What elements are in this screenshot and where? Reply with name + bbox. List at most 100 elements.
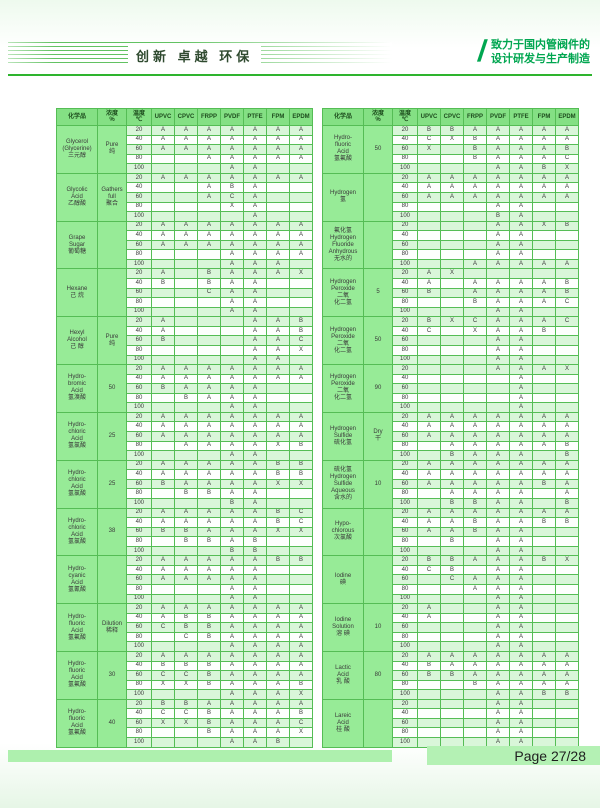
table-row: Hydro- cyanic Acid 氢氰酸 20 A A A A A B B — [56, 555, 313, 605]
chemical-name-cell: Hexyl Alcohol 己 醇 — [56, 316, 98, 366]
temperature-cell: 80 — [392, 631, 418, 643]
tagline-line1: 致力于国内管阀件的 — [491, 39, 590, 51]
rating-cell — [289, 354, 313, 366]
rating-cell: A — [440, 469, 464, 480]
rating-cell: B — [555, 497, 579, 509]
rating-cell: A — [220, 421, 244, 432]
table-row: Hydrogen Peroxide 二氧 化二氢 50 20 B X C A A A C — [322, 316, 579, 366]
rating-cell: A — [220, 450, 244, 461]
rating-cell: A — [266, 421, 290, 432]
temperature-cell: 60 — [392, 717, 418, 729]
rating-cell — [417, 153, 441, 165]
rating-cell — [174, 249, 198, 260]
rating-cell: A — [486, 574, 510, 585]
rating-cell: A — [151, 517, 175, 528]
rating-cell — [417, 488, 441, 499]
rating-cell — [532, 708, 556, 719]
rating-cell: A — [509, 584, 533, 595]
temperature-cell: 100 — [126, 593, 152, 605]
rating-cell: A — [220, 153, 244, 165]
concentration-cell — [97, 555, 127, 605]
rating-cell: A — [174, 440, 198, 452]
table-row: Iodine Solution 溶 碘 10 20 A A A — [322, 603, 579, 652]
rating-cell: B — [220, 497, 244, 509]
temperature-cell: 80 — [392, 584, 418, 595]
temperature-cell: 60 — [126, 574, 152, 585]
rating-cell: C — [289, 517, 313, 528]
rating-cell — [417, 211, 441, 222]
rating-cell — [151, 182, 175, 193]
rating-cell: A — [417, 478, 441, 490]
rating-cell: A — [509, 698, 533, 710]
rating-cell: A — [266, 431, 290, 442]
rating-cell: A — [243, 335, 267, 346]
rating-cell: A — [174, 555, 198, 566]
temperature-cell: 20 — [126, 650, 152, 662]
rating-cell: A — [509, 622, 533, 633]
table-row: 80 A A A A — [57, 249, 313, 260]
rating-cell: A — [266, 660, 290, 672]
rating-cell: A — [220, 631, 244, 643]
temperature-cell: 20 — [392, 698, 418, 710]
table-row: 100 A A — [57, 306, 313, 318]
rating-cell — [555, 717, 579, 729]
rating-cell — [532, 344, 556, 356]
rating-cell: A — [243, 182, 267, 193]
rating-cell: A — [463, 450, 487, 461]
rating-cell — [266, 488, 290, 499]
rating-cell — [463, 698, 487, 710]
temperature-cell: 40 — [392, 325, 418, 337]
temperature-cell: 80 — [126, 488, 152, 499]
column-header: EPDM — [555, 108, 579, 126]
temperature-cell: 40 — [392, 278, 418, 289]
table-row: 40 A A A B — [57, 325, 313, 337]
temperature-cell: 100 — [392, 402, 418, 413]
rating-cell: A — [509, 364, 533, 375]
rating-cell — [220, 354, 244, 366]
chemical-name-cell: Hydro- cyanic Acid 氢氰酸 — [56, 555, 98, 605]
table-row: 60 A A — [323, 239, 579, 251]
rating-cell: A — [289, 144, 313, 155]
temperature-cell: 20 — [126, 125, 152, 136]
rating-cell: A — [289, 230, 313, 241]
table-row: 80 C B A A A A — [57, 631, 313, 643]
table-row: Hydro- chloric Acid 氢氯酸 25 20 A A A A A A A — [56, 411, 313, 461]
rating-cell — [197, 249, 221, 260]
rating-cell: A — [486, 191, 510, 203]
rating-cell: A — [243, 373, 267, 385]
rating-cell: A — [555, 478, 579, 490]
rating-cell: A — [243, 517, 267, 528]
rating-cell — [463, 727, 487, 738]
table-row: 60 A A A A A B A — [323, 478, 579, 490]
rating-cell: B — [440, 670, 464, 681]
rating-cell — [266, 584, 290, 595]
rating-cell: A — [463, 421, 487, 432]
rating-cell: A — [289, 134, 313, 146]
rating-cell — [440, 593, 464, 605]
temperature-cell: 60 — [126, 287, 152, 299]
rating-cell: A — [486, 239, 510, 251]
rating-cell — [417, 574, 441, 585]
rating-cell — [555, 526, 579, 538]
rating-cell: A — [243, 258, 267, 270]
temperature-cell: 20 — [126, 459, 152, 471]
rating-cell: B — [197, 727, 221, 738]
rating-cell — [174, 402, 198, 413]
rating-cell: A — [174, 230, 198, 241]
column-header: CPVC — [174, 108, 198, 126]
table-row: 硫化氢 Hydrogen Sulfide Aqueous 含水的 10 20 A A A A… — [322, 459, 579, 509]
chemical-name-cell: Hydro- bromic Acid 氢溴酸 — [56, 364, 98, 413]
rating-cell — [440, 297, 464, 308]
rating-cell — [151, 297, 175, 308]
chemical-name-cell: Hydrogen Peroxide 二氧 化二氢 — [322, 316, 364, 366]
rating-cell: X — [289, 526, 313, 538]
rating-cell: A — [486, 440, 510, 452]
rating-cell: A — [174, 383, 198, 394]
chemical-name-cell: Glycerol (Glycerine) 三元醇 — [56, 125, 98, 174]
rating-cell: B — [174, 488, 198, 499]
rating-cell — [417, 698, 441, 710]
rating-cell — [266, 497, 290, 509]
rating-cell: B — [220, 545, 244, 557]
rating-cell — [197, 201, 221, 213]
rating-cell: A — [440, 650, 464, 662]
